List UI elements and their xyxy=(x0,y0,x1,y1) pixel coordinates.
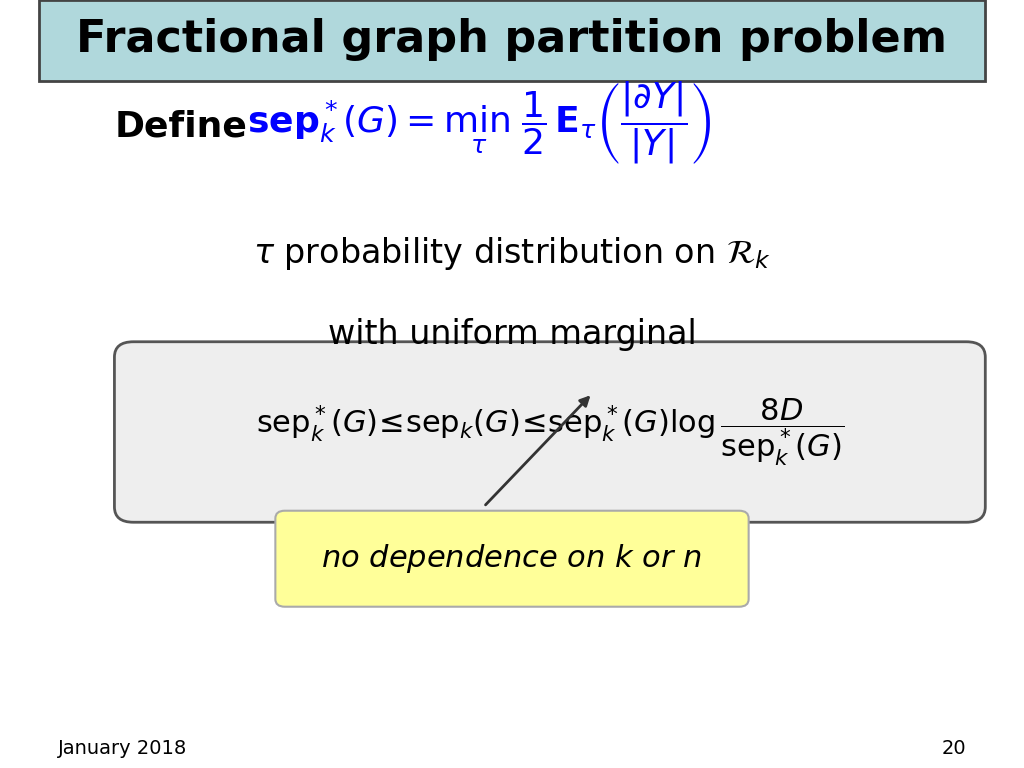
Text: $\mathrm{sep}^*_k(G)\!\leq\!\mathrm{sep}_k(G)\!\leq\!\mathrm{sep}^*_k(G)\log\dfr: $\mathrm{sep}^*_k(G)\!\leq\!\mathrm{sep}… xyxy=(256,397,844,468)
FancyBboxPatch shape xyxy=(115,342,985,522)
Text: Define: Define xyxy=(115,110,248,144)
FancyBboxPatch shape xyxy=(275,511,749,607)
Text: January 2018: January 2018 xyxy=(57,740,187,758)
Text: $\tau$ probability distribution on $\mathcal{R}_k$: $\tau$ probability distribution on $\mat… xyxy=(253,235,771,272)
Text: 20: 20 xyxy=(942,740,967,758)
Text: with uniform marginal: with uniform marginal xyxy=(328,318,696,350)
Text: Fractional graph partition problem: Fractional graph partition problem xyxy=(77,18,947,61)
FancyBboxPatch shape xyxy=(39,0,985,81)
Text: no dependence on $k$ or $n$: no dependence on $k$ or $n$ xyxy=(322,542,702,574)
Text: $\mathbf{sep}^*_k(G) = \min_\tau\; \dfrac{1}{2}\,\mathbf{E}_\tau\!\left(\dfrac{|: $\mathbf{sep}^*_k(G) = \min_\tau\; \dfra… xyxy=(247,79,712,167)
